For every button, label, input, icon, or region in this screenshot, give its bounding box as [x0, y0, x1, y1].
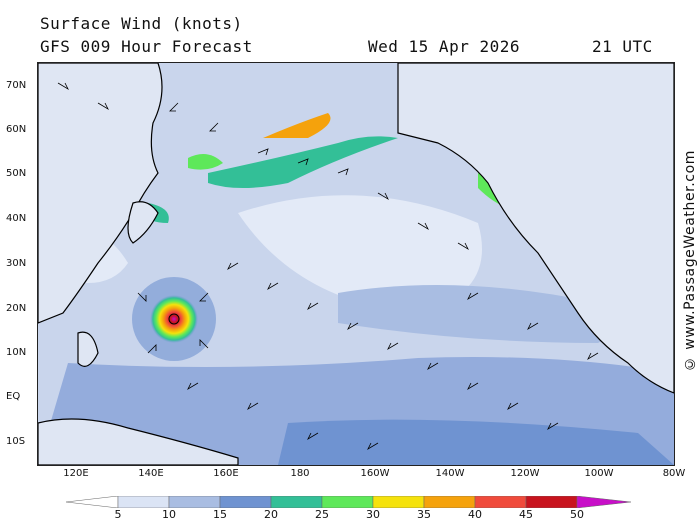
forecast-time: 21 UTC [592, 37, 653, 56]
japan [127, 201, 159, 244]
lon-label: 180 [290, 468, 310, 479]
scale-tick: 15 [213, 508, 227, 521]
lon-label: 140E [138, 468, 164, 479]
scale-tick: 5 [114, 508, 122, 521]
wind-barb [387, 342, 399, 351]
wind-barb [587, 352, 599, 361]
lon-label: 140W [435, 468, 465, 479]
lon-label: 100W [584, 468, 614, 479]
lat-label: 30N [6, 258, 27, 269]
wind-barb [547, 422, 559, 431]
forecast-label: GFS 009 Hour Forecast [40, 37, 253, 56]
jet-band [188, 154, 223, 170]
scale-seg-1 [117, 496, 170, 508]
wind-barb [267, 282, 279, 291]
lat-label: 70N [6, 80, 27, 91]
scale-tick: 20 [264, 508, 278, 521]
title-line-1: Surface Wind (knots) [40, 14, 243, 33]
scale-seg-5 [321, 496, 374, 508]
scale-seg-8 [474, 496, 527, 508]
wind-barb [457, 242, 469, 251]
wind-barb [377, 192, 389, 201]
site-credit: © www.PassageWeather.com [682, 150, 698, 372]
wind-barb [147, 344, 157, 354]
wind-barb [209, 122, 219, 132]
scale-seg-10 [576, 496, 632, 508]
scale-seg-7 [423, 496, 476, 508]
wind-barb [467, 382, 479, 391]
wind-barb [187, 382, 199, 391]
australia-coast [38, 418, 239, 465]
scale-tick: 45 [519, 508, 533, 521]
wind-barb [257, 148, 269, 156]
lat-label: 60N [6, 124, 27, 135]
wind-barb [427, 362, 439, 371]
lat-label: 20N [6, 303, 27, 314]
wind-barb [367, 442, 379, 451]
strong-wind-band [278, 419, 674, 465]
wind-barb [347, 322, 359, 331]
jet-band [208, 136, 398, 188]
cyclone [150, 295, 198, 343]
scale-seg-2 [168, 496, 221, 508]
wind-barb [307, 432, 319, 441]
wind-barb [337, 168, 349, 176]
scale-seg-9 [525, 496, 578, 508]
wind-barb [527, 322, 539, 331]
philippines [77, 331, 99, 367]
wind-map-svg [38, 63, 674, 465]
forecast-date: Wed 15 Apr 2026 [368, 37, 520, 56]
lat-label: 40N [6, 213, 27, 224]
wind-barb [417, 222, 429, 231]
lon-label: 120E [63, 468, 89, 479]
wind-speed-scale [66, 496, 632, 508]
lon-label: 80W [662, 468, 686, 479]
asia-coast [38, 63, 163, 324]
scale-seg-4 [270, 496, 323, 508]
wind-barb [199, 339, 209, 349]
wind-barb [137, 292, 147, 302]
scale-seg-6 [372, 496, 425, 508]
north-america-coast [397, 63, 674, 394]
lat-label: EQ [6, 391, 21, 402]
scale-tick: 35 [417, 508, 431, 521]
wind-barb [169, 102, 179, 112]
lon-label: 160W [360, 468, 390, 479]
wind-barb [227, 262, 239, 271]
jet-band [263, 113, 331, 138]
wind-barb [467, 292, 479, 301]
wind-barb [97, 102, 109, 111]
wind-barb [199, 292, 209, 302]
cyclone-eye [168, 313, 180, 325]
wind-barb [297, 158, 309, 166]
wind-barb [307, 302, 319, 311]
scale-tick: 25 [315, 508, 329, 521]
scale-tick: 50 [570, 508, 584, 521]
lon-label: 160E [213, 468, 239, 479]
wind-barb [57, 82, 69, 91]
scale-tick: 30 [366, 508, 380, 521]
lat-label: 10S [6, 436, 26, 447]
scale-tick: 10 [162, 508, 176, 521]
scale-tick: 40 [468, 508, 482, 521]
trade-wind-band [338, 285, 618, 343]
wind-barb [247, 402, 259, 411]
lon-label: 120W [510, 468, 540, 479]
lat-label: 10N [6, 347, 27, 358]
scale-seg-3 [219, 496, 272, 508]
wind-barb [507, 402, 519, 411]
scale-seg-0 [66, 496, 119, 508]
lat-label: 50N [6, 168, 27, 179]
wind-map[interactable] [37, 62, 675, 466]
